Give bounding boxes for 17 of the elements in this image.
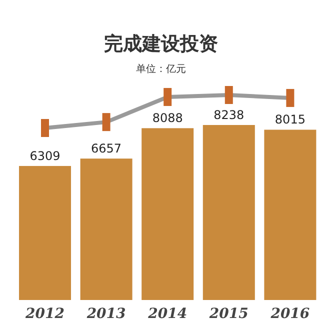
data-label: 8238 bbox=[214, 108, 244, 122]
data-label: 6309 bbox=[30, 148, 60, 163]
data-label: 8088 bbox=[152, 111, 183, 126]
x-tick-label: 2016 bbox=[270, 306, 310, 322]
bar bbox=[202, 125, 255, 300]
chart-title: 完成建设投资 bbox=[104, 33, 218, 55]
chart-subtitle: 单位：亿元 bbox=[136, 63, 186, 75]
bar bbox=[80, 158, 132, 300]
data-label: 6657 bbox=[91, 142, 122, 156]
data-label: 8015 bbox=[274, 112, 306, 127]
bar bbox=[142, 128, 194, 300]
x-tick-label: 2014 bbox=[147, 306, 188, 322]
x-tick-label: 2012 bbox=[24, 306, 65, 322]
x-tick-label: 2013 bbox=[86, 306, 126, 322]
bar bbox=[264, 130, 316, 300]
bar bbox=[19, 166, 71, 300]
x-tick-label: 2015 bbox=[208, 306, 248, 322]
